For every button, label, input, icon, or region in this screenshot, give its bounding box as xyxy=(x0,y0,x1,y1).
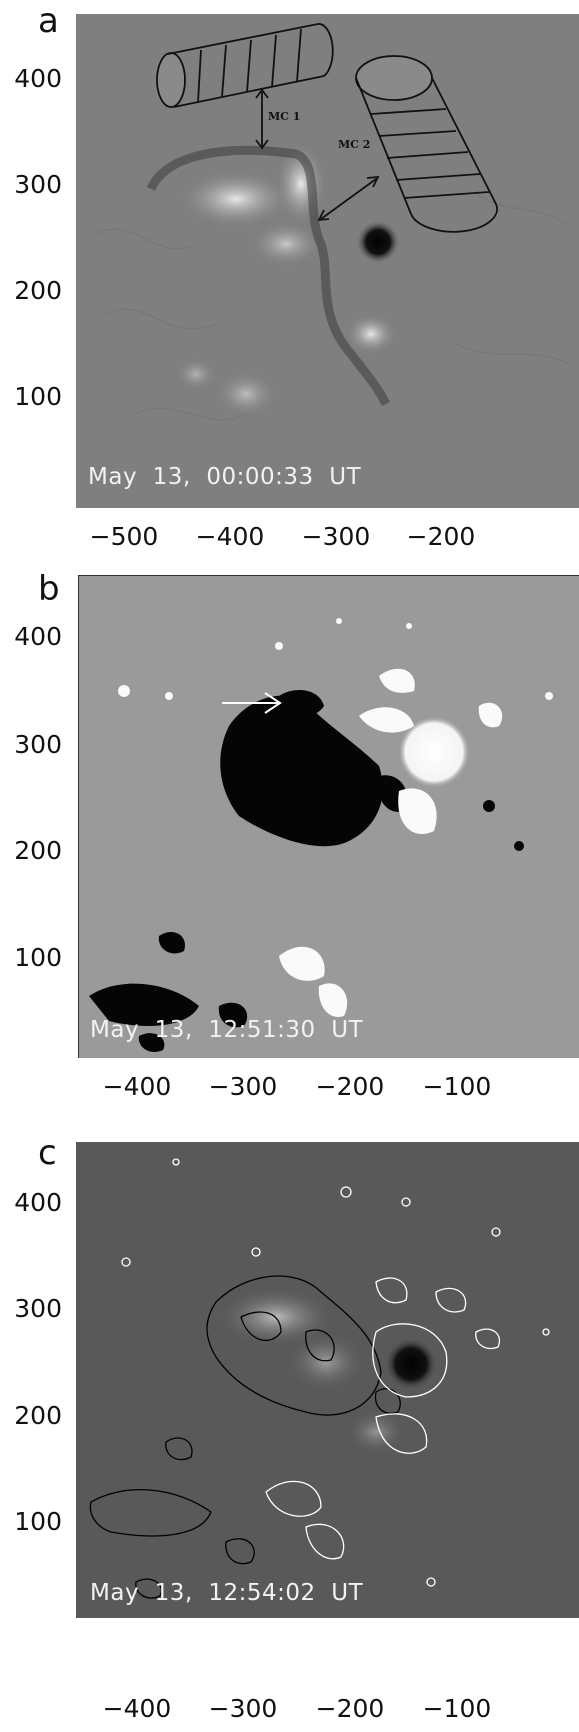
x-tick-label: −400 xyxy=(195,522,265,551)
y-tick-label: 300 xyxy=(14,170,62,199)
x-tick-label: −200 xyxy=(406,522,476,551)
y-tick-label: 200 xyxy=(14,276,62,305)
x-tick-label: −500 xyxy=(89,522,159,551)
x-tick-label: −100 xyxy=(422,1694,492,1723)
x-tick-label: −100 xyxy=(422,1072,492,1101)
panel-label: a xyxy=(38,1,59,41)
timestamp-label: May 13, 12:54:02 UT xyxy=(90,1580,364,1606)
x-tick-label: −400 xyxy=(102,1694,172,1723)
x-tick-label: −200 xyxy=(315,1694,385,1723)
x-tick-label: −300 xyxy=(208,1694,278,1723)
panel-a: a 400 300 200 100 xyxy=(0,0,579,560)
mc2-label: MC 2 xyxy=(338,138,370,151)
y-tick-label: 200 xyxy=(14,836,62,865)
timestamp-label: May 13, 12:51:30 UT xyxy=(90,1017,364,1043)
x-tick-label: −200 xyxy=(315,1072,385,1101)
y-tick-label: 300 xyxy=(14,730,62,759)
panel-b: b 400 300 200 100 xyxy=(0,570,579,1130)
y-tick-label: 200 xyxy=(14,1401,62,1430)
timestamp-label: May 13, 00:00:33 UT xyxy=(88,464,362,490)
y-tick-label: 300 xyxy=(14,1294,62,1323)
y-tick-label: 100 xyxy=(14,943,62,972)
magnetogram-image xyxy=(78,575,579,1058)
solar-image: MC 1 MC 2 xyxy=(76,14,579,508)
y-tick-label: 100 xyxy=(14,1507,62,1536)
y-tick-label: 400 xyxy=(14,1188,62,1217)
x-tick-label: −300 xyxy=(301,522,371,551)
panel-label: b xyxy=(38,569,60,609)
x-tick-label: −300 xyxy=(208,1072,278,1101)
x-tick-label: −400 xyxy=(102,1072,172,1101)
y-tick-label: 400 xyxy=(14,622,62,651)
solar-contour-image xyxy=(76,1142,579,1618)
y-tick-label: 400 xyxy=(14,64,62,93)
panel-label: c xyxy=(38,1133,57,1173)
y-tick-label: 100 xyxy=(14,382,62,411)
mc1-label: MC 1 xyxy=(268,110,300,123)
panel-c: c 400 300 200 100 xyxy=(0,1134,579,1732)
